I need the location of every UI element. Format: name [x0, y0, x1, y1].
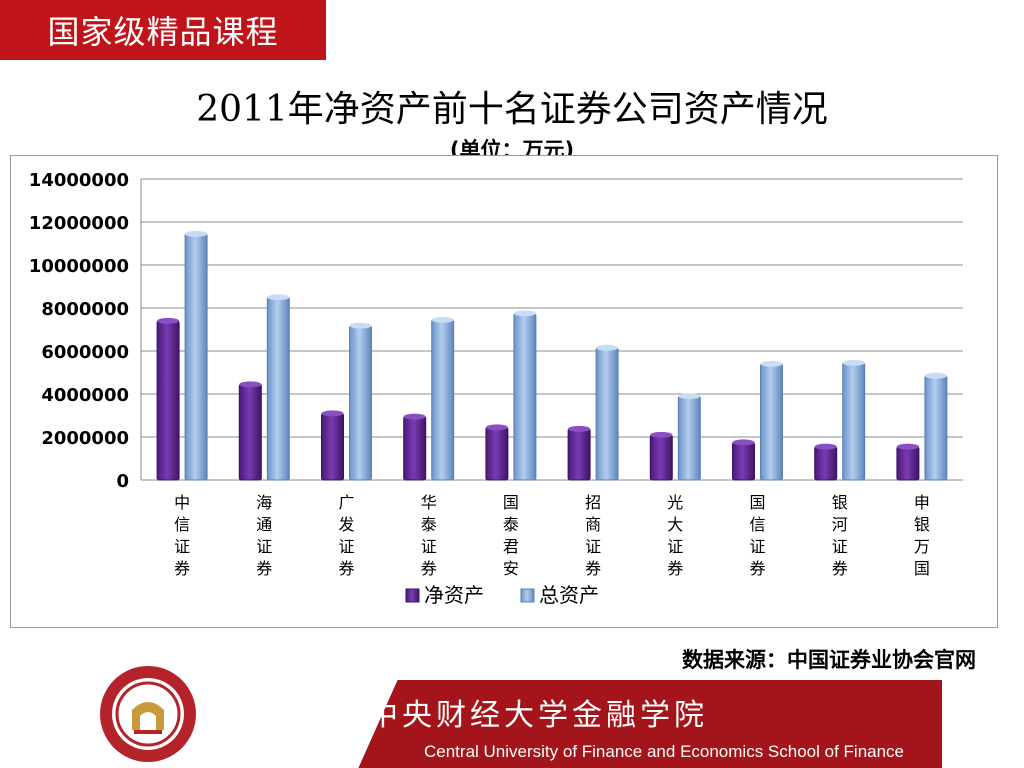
bar-total-assets	[760, 363, 783, 481]
bar-cap	[157, 317, 180, 324]
bar-total-assets	[349, 325, 372, 481]
bar-net-assets	[649, 434, 673, 481]
bar-net-assets	[814, 446, 838, 481]
x-category-label: 申银万国	[914, 493, 930, 578]
bar-cap	[678, 393, 701, 400]
bar-total-assets	[513, 312, 537, 481]
bar-cap	[568, 425, 591, 432]
bar-net-assets	[156, 320, 180, 481]
bar-cap	[596, 344, 619, 351]
bar-cap	[321, 410, 344, 417]
bar-cap	[239, 381, 262, 388]
bar-cap	[924, 372, 947, 379]
y-tick-label: 4000000	[41, 385, 129, 406]
x-category-label: 国信证券	[749, 493, 765, 578]
y-tick-label: 10000000	[29, 256, 129, 277]
bar-cap	[485, 424, 508, 431]
legend-swatch	[520, 588, 535, 603]
bar-cap	[896, 443, 919, 450]
x-category-label: 中信证券	[174, 493, 190, 578]
x-category-label: 华泰证券	[421, 493, 437, 578]
bar-net-assets	[403, 416, 427, 481]
y-tick-label: 6000000	[41, 342, 129, 363]
bar-net-assets	[567, 428, 591, 481]
bar-net-assets	[896, 446, 920, 481]
bar-total-assets	[924, 375, 948, 481]
bar-cap	[431, 316, 454, 323]
footer-banner: 中央财经大学金融学院 Central University of Finance…	[338, 680, 942, 768]
bar-cap	[185, 230, 208, 237]
bar-cap	[760, 360, 783, 367]
bar-cap	[650, 431, 673, 438]
bar-chart: 0 2000000 4000000 6000000 8000000 10000000 120…	[29, 170, 963, 607]
university-seal-logo	[100, 666, 196, 762]
footer-school-name-cn: 中央财经大学金融学院	[368, 698, 708, 733]
x-category-label: 国泰君安	[503, 493, 519, 578]
bar-cap	[403, 413, 426, 420]
y-tick-label: 0	[116, 471, 129, 492]
bar-total-assets	[266, 296, 290, 481]
x-category-label: 招商证券	[585, 493, 601, 578]
bar-net-assets	[732, 441, 755, 481]
course-badge: 国家级精品课程	[0, 0, 326, 60]
data-source-note: 数据来源：中国证券业协会官网	[682, 648, 976, 672]
x-category-label: 海通证券	[256, 493, 272, 578]
x-category-label: 银河证券	[832, 493, 848, 578]
bar-net-assets	[238, 383, 262, 481]
x-category-label: 光大证券	[667, 493, 683, 578]
bar-cap	[513, 310, 536, 317]
y-tick-label: 12000000	[29, 213, 129, 234]
y-tick-label: 2000000	[41, 428, 129, 449]
legend-label: 净资产	[424, 583, 484, 607]
bar-total-assets	[677, 395, 701, 481]
legend-label: 总资产	[539, 583, 599, 607]
bar-cap	[349, 322, 372, 329]
bar-cap	[732, 439, 755, 446]
bar-net-assets	[321, 412, 344, 481]
bar-total-assets	[184, 233, 208, 481]
y-tick-label: 8000000	[41, 299, 129, 320]
chart-frame: 0 2000000 4000000 6000000 8000000 10000000 120…	[10, 155, 998, 628]
legend-swatch	[405, 588, 420, 603]
chart-title: 2011年净资产前十名证券公司资产情况	[196, 89, 828, 130]
bar-total-assets	[842, 362, 866, 481]
bar-cap	[267, 294, 290, 301]
bar-total-assets	[595, 347, 619, 481]
footer-school-name-en: Central University of Finance and Econom…	[424, 742, 905, 761]
x-category-label: 广发证券	[338, 493, 354, 578]
bar-cap	[842, 359, 865, 366]
bar-net-assets	[485, 426, 509, 481]
bar-total-assets	[431, 319, 455, 481]
bar-cap	[814, 443, 837, 450]
y-tick-label: 14000000	[29, 170, 129, 191]
